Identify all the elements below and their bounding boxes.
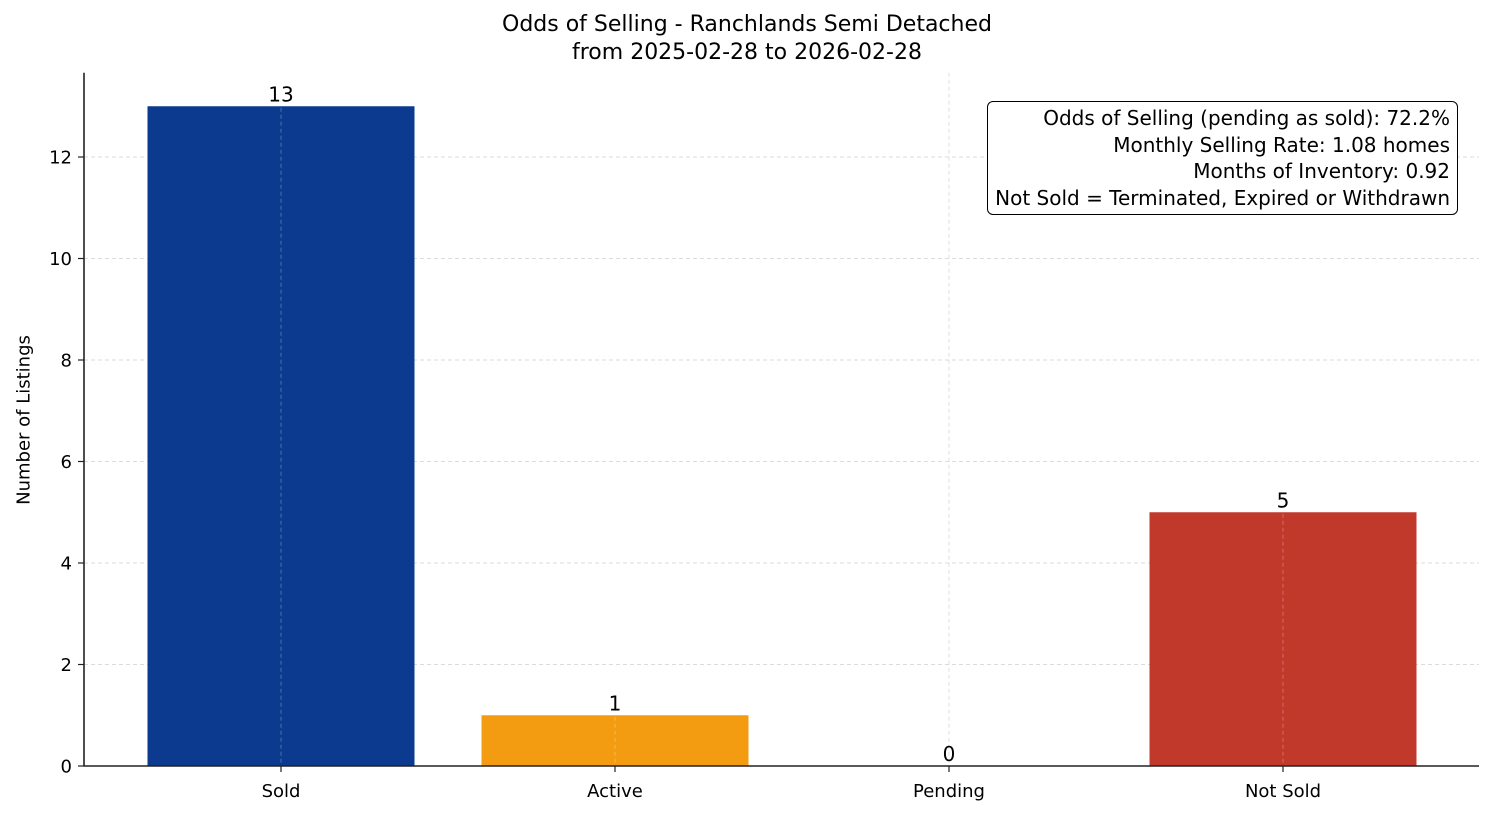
bars	[147, 106, 1417, 766]
chart-subtitle: from 2025-02-28 to 2026-02-28	[572, 40, 922, 65]
axes	[78, 72, 1479, 772]
x-tick-label: Sold	[262, 781, 301, 802]
bar-not-sold	[1149, 512, 1417, 766]
bar-sold	[147, 106, 415, 766]
bar-value-label: 13	[268, 82, 293, 106]
y-tick-label: 4	[61, 554, 72, 575]
y-tick-label: 8	[61, 351, 72, 372]
months-of-inventory-text: Months of Inventory: 0.92	[1193, 159, 1450, 183]
y-tick-label: 12	[49, 148, 72, 169]
vertical-gridlines	[280, 72, 1284, 766]
y-tick-label: 10	[49, 249, 72, 270]
y-tick-label: 6	[61, 452, 72, 473]
bar-value-label: 1	[609, 691, 622, 715]
bar-value-label: 0	[943, 742, 956, 766]
x-tick-label: Pending	[913, 781, 985, 802]
odds-of-selling-text: Odds of Selling (pending as sold): 72.2%	[1043, 106, 1450, 130]
bar-value-labels: 13 1 0 5	[268, 82, 1289, 766]
stats-annotation-box: Odds of Selling (pending as sold): 72.2%…	[987, 101, 1458, 215]
y-tick-label: 0	[61, 757, 72, 778]
monthly-selling-rate-text: Monthly Selling Rate: 1.08 homes	[1113, 132, 1450, 157]
chart-title: Odds of Selling - Ranchlands Semi Detach…	[502, 12, 992, 37]
not-sold-definition-text: Not Sold = Terminated, Expired or Withdr…	[995, 185, 1450, 210]
x-tick-label: Active	[587, 781, 643, 802]
bar-active	[481, 715, 749, 766]
x-tick-label: Not Sold	[1245, 781, 1321, 802]
y-tick-label: 2	[61, 655, 72, 676]
bar-value-label: 5	[1277, 488, 1290, 512]
y-axis-label: Number of Listings	[13, 335, 35, 505]
